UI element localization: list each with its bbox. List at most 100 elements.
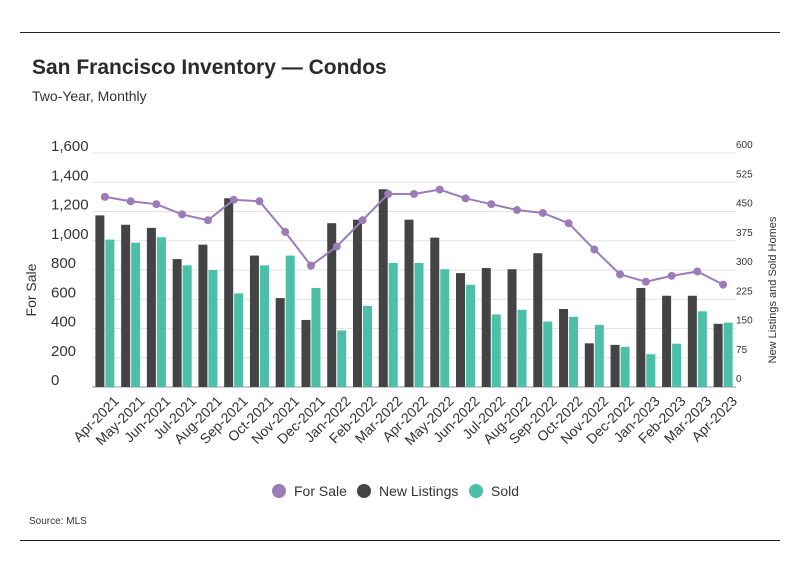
bar-new-listings — [559, 309, 569, 387]
for-sale-point — [332, 242, 341, 251]
for-sale-point — [281, 227, 290, 236]
bar-sold — [569, 316, 579, 387]
legend-label: For Sale — [294, 483, 347, 499]
y-tick-label-left: 400 — [51, 314, 76, 331]
y-tick-label-left: 800 — [51, 255, 76, 272]
y-tick-label-left: 1,200 — [51, 197, 89, 214]
y-tick-label-left: 1,400 — [51, 167, 89, 184]
y-tick-label-left: 1,600 — [51, 138, 89, 155]
bar-new-listings — [430, 237, 440, 387]
bar-sold — [285, 255, 295, 387]
y-tick-label-right: 525 — [736, 169, 753, 180]
y-axis-title-right: New Listings and Sold Homes — [767, 216, 779, 363]
y-tick-label-right: 300 — [736, 257, 753, 268]
bar-sold — [388, 262, 398, 387]
y-axis-title-left: For Sale — [23, 263, 39, 316]
y-tick-label-right: 75 — [736, 345, 748, 356]
bar-sold — [466, 284, 476, 387]
bottom-rule — [20, 540, 780, 541]
for-sale-point — [178, 210, 187, 219]
y-tick-label-right: 375 — [736, 228, 753, 239]
for-sale-point — [693, 267, 702, 276]
bar-new-listings — [636, 287, 646, 387]
bar-new-listings — [352, 219, 362, 387]
bar-sold — [414, 262, 424, 387]
for-sale-point — [590, 245, 599, 254]
for-sale-point — [435, 185, 444, 194]
y-tick-label-left: 0 — [51, 372, 59, 389]
bar-sold — [723, 322, 733, 387]
y-tick-label-right: 450 — [736, 199, 753, 210]
bar-new-listings — [224, 198, 234, 387]
bar-sold — [672, 343, 682, 387]
bar-sold — [440, 269, 450, 387]
bar-sold — [182, 265, 192, 387]
bar-sold — [697, 311, 707, 387]
bar-sold — [311, 287, 321, 387]
bar-sold — [234, 293, 244, 387]
bar-new-listings — [713, 323, 723, 387]
bar-sold — [156, 237, 166, 387]
bar-sold — [131, 242, 141, 387]
for-sale-point — [255, 197, 264, 206]
bar-sold — [362, 305, 372, 387]
legend-marker — [357, 484, 371, 498]
y-tick-label-left: 1,000 — [51, 226, 89, 243]
bar-new-listings — [456, 273, 466, 387]
bar-new-listings — [481, 268, 491, 387]
bar-new-listings — [327, 223, 337, 387]
for-sale-point — [203, 216, 212, 225]
bar-new-listings — [662, 295, 672, 387]
chart-subtitle: Two-Year, Monthly — [32, 88, 147, 104]
bars — [95, 189, 733, 387]
bar-new-listings — [121, 224, 131, 387]
for-sale-point — [100, 192, 109, 201]
for-sale-point — [513, 206, 522, 215]
y-tick-label-right: 600 — [736, 140, 753, 151]
top-rule — [20, 32, 780, 33]
bar-sold — [543, 321, 553, 387]
axis-ticks: 0 200 400 600 800 1,000 1,200 1,400 1,600 0 75 150 2… — [51, 138, 753, 448]
for-sale-point — [384, 189, 393, 198]
bar-sold — [517, 309, 527, 387]
for-sale-point — [410, 189, 418, 198]
for-sale-point — [641, 277, 650, 286]
source-note: Source: MLS — [29, 516, 87, 527]
bar-sold — [491, 314, 501, 387]
bar-sold — [620, 346, 630, 387]
chart-title: San Francisco Inventory — Condos — [32, 56, 387, 79]
for-sale-point — [616, 270, 625, 279]
bar-new-listings — [533, 253, 543, 387]
bar-sold — [105, 239, 115, 387]
y-tick-label-right: 0 — [736, 374, 742, 385]
for-sale-point — [229, 195, 238, 204]
for-sale-line — [100, 185, 728, 289]
y-tick-label-right: 150 — [736, 316, 753, 327]
for-sale-point — [358, 216, 367, 225]
legend: For Sale New Listings Sold — [272, 483, 519, 499]
for-sale-point — [564, 219, 573, 228]
bar-new-listings — [610, 344, 620, 387]
for-sale-point — [667, 271, 676, 280]
for-sale-point — [461, 194, 470, 203]
bar-sold — [594, 324, 604, 387]
for-sale-point — [538, 208, 547, 217]
bar-new-listings — [584, 343, 594, 387]
legend-marker — [469, 484, 483, 498]
for-sale-point — [719, 280, 728, 289]
bar-sold — [646, 354, 656, 387]
legend-marker — [272, 484, 286, 498]
bar-new-listings — [198, 244, 208, 387]
y-tick-label-left: 600 — [51, 284, 76, 301]
bar-new-listings — [249, 255, 259, 387]
for-sale-point — [126, 197, 135, 206]
for-sale-point — [152, 200, 161, 209]
bar-new-listings — [404, 219, 414, 387]
for-sale-point — [487, 200, 496, 209]
bar-new-listings — [301, 319, 311, 387]
bar-sold — [208, 270, 218, 387]
bar-new-listings — [687, 295, 697, 387]
bar-new-listings — [146, 227, 156, 387]
bar-sold — [259, 265, 269, 387]
